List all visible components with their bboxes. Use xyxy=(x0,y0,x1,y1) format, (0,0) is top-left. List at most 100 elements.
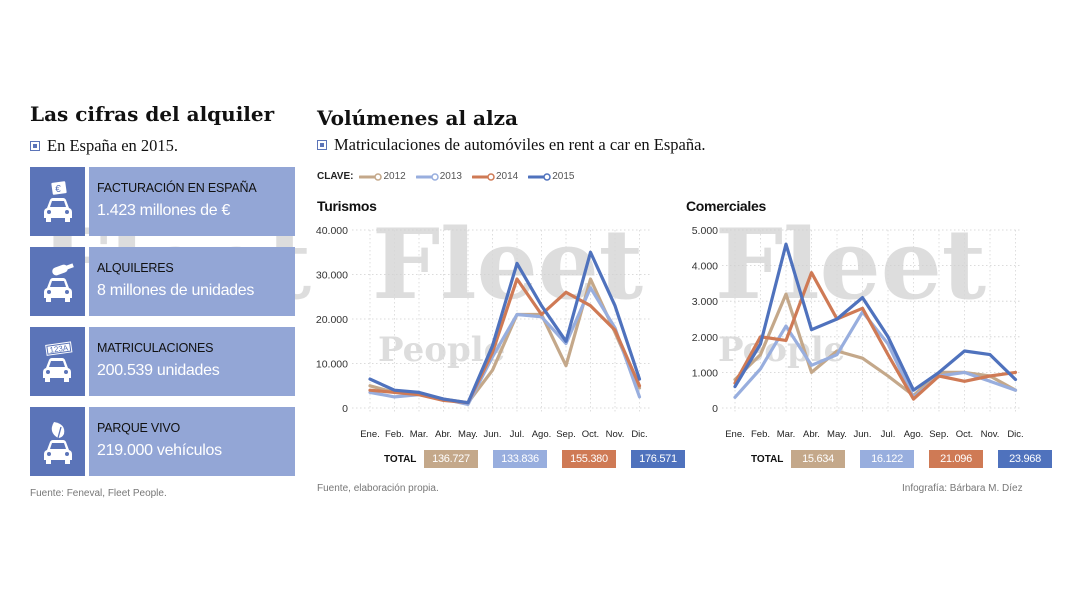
chart-legend: CLAVE: 2012 2013 2014 2015 xyxy=(317,171,584,182)
x-tick-label: Abr. xyxy=(803,429,820,440)
x-tick-label: Jul. xyxy=(510,429,525,440)
stat-card-fleet: PARQUE VIVO 219.000 vehículos xyxy=(30,407,295,476)
y-tick-label: 5.000 xyxy=(692,225,718,237)
total-2012: 136.727 xyxy=(424,450,478,468)
x-tick-label: Oct. xyxy=(956,429,973,440)
chart-turismos: 0 10.000 20.000 30.000 40.000 Ene. Feb. Mar. Abr… xyxy=(316,225,650,440)
stat-card-fleet-text: PARQUE VIVO 219.000 vehículos xyxy=(89,407,295,476)
series-line-2015 xyxy=(368,250,642,405)
totals-label: TOTAL xyxy=(384,453,417,465)
x-tick-label: May. xyxy=(458,429,478,440)
bullet-icon xyxy=(30,141,40,151)
stat-label: PARQUE VIVO xyxy=(97,421,181,435)
totals-comerciales: TOTAL 15.634 16.122 21.096 23.968 xyxy=(751,450,1067,468)
total-2013: 16.122 xyxy=(860,450,914,468)
y-tick-label: 0 xyxy=(342,403,348,415)
stat-value: 200.539 unidades xyxy=(97,362,220,379)
legend-label-2015: 2015 xyxy=(552,171,575,182)
x-tick-label: Abr. xyxy=(435,429,452,440)
x-tick-label: Ene. xyxy=(725,429,745,440)
stat-card-rentals: ALQUILERES 8 millones de unidades xyxy=(30,247,295,316)
stat-value: 219.000 vehículos xyxy=(97,442,222,459)
total-2015: 176.571 xyxy=(631,450,685,468)
legend-label-2014: 2014 xyxy=(495,171,519,182)
legend-swatch-2014 xyxy=(471,172,495,181)
car-euro-icon: € xyxy=(30,167,85,236)
car-plate-icon: 123A xyxy=(30,327,85,396)
total-2015: 23.968 xyxy=(998,450,1052,468)
car-key-icon xyxy=(30,247,85,316)
x-tick-label: Mar. xyxy=(410,429,428,440)
left-panel-subtitle: En España en 2015. xyxy=(30,136,178,156)
credit: Infografía: Bárbara M. Díez xyxy=(902,483,1023,494)
stat-label: ALQUILERES xyxy=(97,261,174,275)
x-tick-label: Nov. xyxy=(606,429,625,440)
legend-item-2013: 2013 xyxy=(415,171,462,182)
series-line-2013 xyxy=(733,310,1018,399)
y-tick-label: 10.000 xyxy=(316,359,348,371)
car-leaf-icon xyxy=(30,407,85,476)
x-tick-label: Jun. xyxy=(854,429,872,440)
series-line-2015 xyxy=(733,242,1018,392)
stat-card-registrations: 123A MATRICULACIONES 200.539 unidades xyxy=(30,327,295,396)
plate-number-badge: 123A xyxy=(48,343,68,355)
stat-value: 1.423 millones de € xyxy=(97,202,231,219)
totals-turismos: TOTAL 136.727 133.836 155.380 176.571 xyxy=(384,450,700,468)
right-source: Fuente, elaboración propia. xyxy=(317,483,439,494)
stat-card-registrations-text: MATRICULACIONES 200.539 unidades xyxy=(89,327,295,396)
y-tick-label: 40.000 xyxy=(316,225,348,237)
x-tick-label: Mar. xyxy=(777,429,795,440)
series-line-2012 xyxy=(368,277,642,405)
stat-label: MATRICULACIONES xyxy=(97,341,214,355)
y-tick-label: 4.000 xyxy=(692,261,718,273)
y-tick-label: 30.000 xyxy=(316,270,348,282)
legend-item-2015: 2015 xyxy=(528,171,574,182)
x-tick-label: Dic. xyxy=(1007,429,1023,440)
legend-swatch-2013 xyxy=(415,172,439,181)
right-panel-subtitle: Matriculaciones de automóviles en rent a… xyxy=(317,135,706,155)
right-subtitle-text: Matriculaciones de automóviles en rent a… xyxy=(334,135,706,154)
total-2014: 21.096 xyxy=(929,450,983,468)
legend-key-label: CLAVE: xyxy=(317,171,354,182)
left-source: Fuente: Feneval, Fleet People. xyxy=(30,488,167,499)
legend-item-2014: 2014 xyxy=(471,171,519,182)
stat-card-revenue: € FACTURACIÓN EN ESPAÑA 1.423 millones d… xyxy=(30,167,295,236)
bullet-icon xyxy=(317,140,327,150)
y-tick-label: 20.000 xyxy=(316,314,348,326)
stat-value: 8 millones de unidades xyxy=(97,282,255,299)
series-line-2014 xyxy=(733,271,1018,401)
y-tick-label: 3.000 xyxy=(692,296,718,308)
y-tick-label: 2.000 xyxy=(692,332,718,344)
x-tick-label: Dic. xyxy=(631,429,647,440)
stat-card-revenue-text: FACTURACIÓN EN ESPAÑA 1.423 millones de … xyxy=(89,167,295,236)
legend-item-2012: 2012 xyxy=(359,171,406,182)
left-panel-title: Las cifras del alquiler xyxy=(30,102,275,126)
total-2014: 155.380 xyxy=(562,450,616,468)
x-tick-label: Sep. xyxy=(556,429,576,440)
x-tick-label: Ago. xyxy=(904,429,924,440)
x-tick-label: Nov. xyxy=(981,429,1000,440)
legend-label-2012: 2012 xyxy=(383,171,406,182)
total-2013: 133.836 xyxy=(493,450,547,468)
right-panel-title: Volúmenes al alza xyxy=(317,106,518,130)
x-tick-label: Ago. xyxy=(532,429,552,440)
x-tick-label: Feb. xyxy=(385,429,404,440)
x-tick-label: Jun. xyxy=(484,429,502,440)
total-2012: 15.634 xyxy=(791,450,845,468)
legend-swatch-2015 xyxy=(528,172,551,181)
y-tick-label: 0 xyxy=(712,403,718,415)
stat-label: FACTURACIÓN EN ESPAÑA xyxy=(97,181,257,195)
x-tick-label: Ene. xyxy=(360,429,380,440)
legend-swatch-2012 xyxy=(359,172,383,181)
x-tick-label: Oct. xyxy=(582,429,599,440)
series-line-2014 xyxy=(368,277,642,405)
left-subtitle-text: En España en 2015. xyxy=(47,136,179,155)
x-tick-label: Jul. xyxy=(881,429,896,440)
x-tick-label: Feb. xyxy=(751,429,770,440)
x-tick-label: May. xyxy=(827,429,847,440)
chart-title-comerciales: Comerciales xyxy=(686,198,766,214)
chart-comerciales: 0 1.000 2.000 3.000 4.000 5.000 Ene. Feb. Mar. Ab… xyxy=(692,225,1024,440)
stat-card-rentals-text: ALQUILERES 8 millones de unidades xyxy=(89,247,295,316)
x-tick-label: Sep. xyxy=(929,429,949,440)
y-tick-label: 1.000 xyxy=(692,367,718,379)
